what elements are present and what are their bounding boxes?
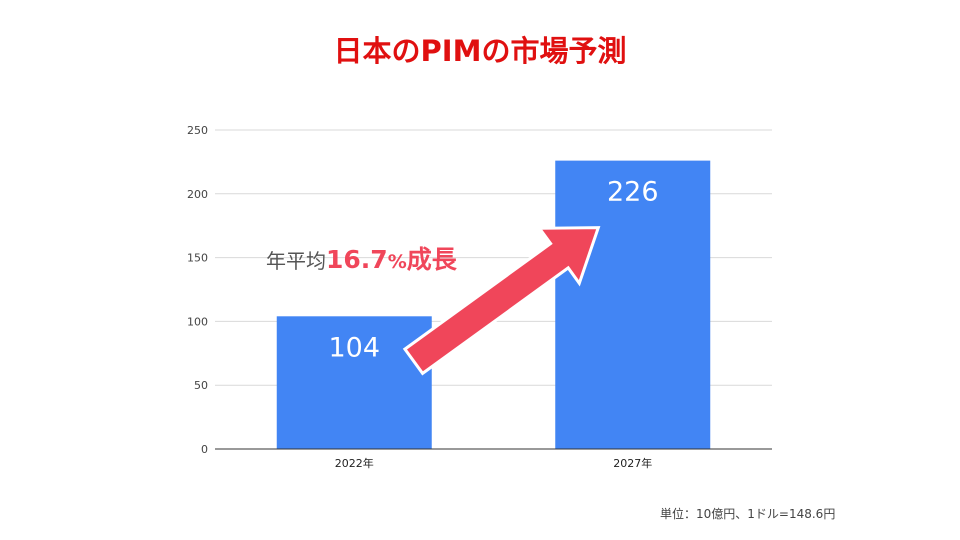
y-tick-label: 250 [187,124,208,137]
y-tick-label: 200 [187,188,208,201]
chart-title: 日本のPIMの市場予測 [333,34,627,68]
growth-suffix: 成長 [406,245,457,274]
bar-2027年 [555,160,711,449]
unit-footnote: 単位：10億円、1ドル=148.6円 [660,507,836,521]
bar-data-label: 226 [607,177,659,208]
y-tick-label: 150 [187,252,208,265]
x-tick-label: 2022年 [335,456,374,470]
bar-data-labels: 104 226 [328,177,658,364]
y-axis-ticks: 0 50 100 150 200 250 [187,124,208,456]
growth-arrow [402,226,601,376]
growth-annotation: 年平均16.7%成長 [266,240,457,276]
x-tick-label: 2027年 [613,456,652,470]
x-axis-ticks: 2022年 2027年 [335,456,653,470]
y-tick-label: 100 [187,315,208,328]
y-tick-label: 50 [194,379,208,392]
bar-data-label: 104 [328,332,380,363]
bar-2022年 [276,316,432,449]
growth-rate: 16.7 [326,245,388,274]
bars [276,160,711,449]
growth-unit: % [387,251,407,273]
growth-prefix: 年平均 [266,249,326,273]
y-tick-label: 0 [201,443,208,456]
